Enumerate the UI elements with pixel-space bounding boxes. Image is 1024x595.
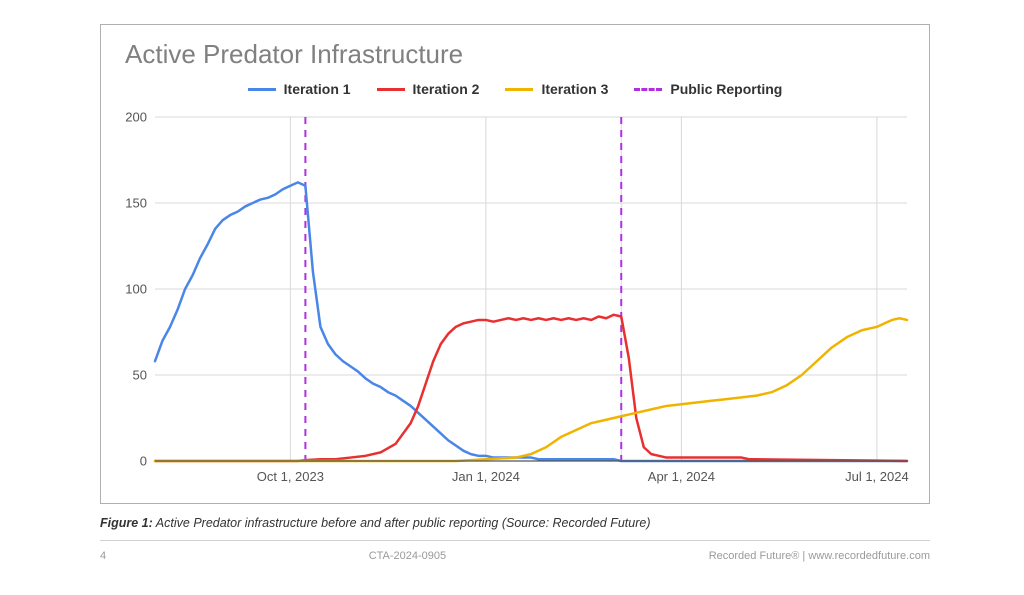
page-footer: 4 CTA-2024-0905 Recorded Future® | www.r… <box>100 550 930 562</box>
legend-swatch <box>248 88 276 91</box>
figure-caption: Figure 1: Active Predator infrastructure… <box>100 516 651 530</box>
legend-item: Iteration 3 <box>505 81 608 97</box>
y-tick-label: 0 <box>140 454 147 469</box>
legend-swatch <box>634 88 662 91</box>
x-tick-label: Oct 1, 2023 <box>257 469 324 484</box>
x-tick-label: Jan 1, 2024 <box>452 469 520 484</box>
legend: Iteration 1 Iteration 2 Iteration 3 Public … <box>101 81 929 97</box>
legend-swatch <box>505 88 533 91</box>
legend-label: Iteration 1 <box>284 81 351 97</box>
caption-prefix: Figure 1: <box>100 516 153 530</box>
chart-frame: Active Predator Infrastructure Iteration… <box>100 24 930 504</box>
y-tick-label: 150 <box>125 196 147 211</box>
chart-title: Active Predator Infrastructure <box>125 39 463 70</box>
x-tick-label: Jul 1, 2024 <box>845 469 909 484</box>
legend-swatch <box>377 88 405 91</box>
legend-item: Public Reporting <box>634 81 782 97</box>
legend-label: Iteration 3 <box>541 81 608 97</box>
legend-item: Iteration 2 <box>377 81 480 97</box>
footer-divider <box>100 540 930 541</box>
footer-page-number: 4 <box>100 550 106 562</box>
plot-svg <box>155 117 907 461</box>
y-tick-label: 200 <box>125 110 147 125</box>
legend-label: Iteration 2 <box>413 81 480 97</box>
y-tick-label: 100 <box>125 282 147 297</box>
legend-label: Public Reporting <box>670 81 782 97</box>
x-tick-label: Apr 1, 2024 <box>648 469 715 484</box>
footer-attribution: Recorded Future® | www.recordedfuture.co… <box>709 550 930 562</box>
plot-area: 050100150200Oct 1, 2023Jan 1, 2024Apr 1,… <box>155 117 907 461</box>
legend-item: Iteration 1 <box>248 81 351 97</box>
footer-doc-id: CTA-2024-0905 <box>369 550 446 562</box>
caption-text: Active Predator infrastructure before an… <box>153 516 651 530</box>
y-tick-label: 50 <box>133 368 147 383</box>
